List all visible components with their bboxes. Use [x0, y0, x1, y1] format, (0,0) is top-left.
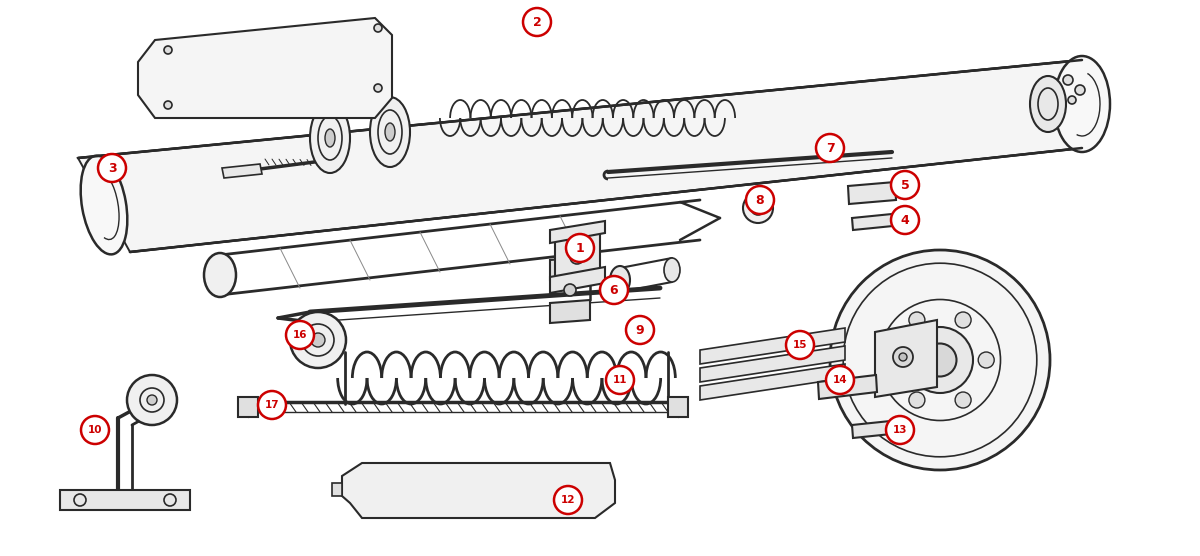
Polygon shape [60, 490, 190, 510]
Polygon shape [852, 214, 893, 230]
Text: 17: 17 [265, 400, 280, 410]
Circle shape [148, 395, 157, 405]
Text: 6: 6 [610, 284, 618, 296]
Polygon shape [700, 346, 845, 382]
Polygon shape [875, 320, 937, 397]
Text: 8: 8 [756, 193, 764, 206]
Circle shape [886, 416, 914, 444]
Text: 4: 4 [901, 214, 910, 226]
Circle shape [164, 101, 172, 109]
Ellipse shape [311, 333, 325, 347]
Circle shape [1075, 85, 1085, 95]
Circle shape [1068, 96, 1076, 104]
Ellipse shape [1030, 76, 1066, 132]
Circle shape [566, 234, 594, 262]
Text: 16: 16 [293, 330, 307, 340]
Circle shape [258, 391, 286, 419]
Circle shape [816, 134, 844, 162]
Text: 15: 15 [793, 340, 808, 350]
Polygon shape [700, 364, 845, 400]
Circle shape [786, 331, 814, 359]
Polygon shape [668, 397, 688, 417]
Circle shape [899, 353, 907, 361]
Polygon shape [550, 267, 605, 293]
Text: 11: 11 [613, 375, 628, 385]
Ellipse shape [385, 123, 395, 141]
Circle shape [523, 8, 551, 36]
Circle shape [893, 347, 913, 367]
Polygon shape [78, 60, 1082, 252]
Ellipse shape [204, 253, 236, 297]
Ellipse shape [325, 129, 335, 147]
Ellipse shape [1054, 56, 1110, 152]
Text: 10: 10 [88, 425, 102, 435]
Polygon shape [238, 397, 258, 417]
Circle shape [564, 284, 576, 296]
Circle shape [374, 24, 382, 32]
Circle shape [890, 171, 919, 199]
Text: 7: 7 [826, 141, 834, 155]
Circle shape [606, 366, 634, 394]
Circle shape [98, 154, 126, 182]
Polygon shape [138, 18, 392, 118]
Polygon shape [848, 182, 896, 204]
Text: 12: 12 [560, 495, 575, 505]
Circle shape [1063, 75, 1073, 85]
Circle shape [746, 186, 774, 214]
Circle shape [955, 312, 971, 328]
Ellipse shape [370, 97, 410, 167]
Circle shape [908, 392, 925, 408]
Polygon shape [818, 375, 877, 399]
Circle shape [907, 327, 973, 393]
Text: 3: 3 [108, 161, 116, 175]
Circle shape [908, 312, 925, 328]
Text: 13: 13 [893, 425, 907, 435]
Polygon shape [550, 300, 590, 323]
Polygon shape [342, 463, 616, 518]
Polygon shape [550, 221, 605, 243]
Circle shape [286, 321, 314, 349]
Circle shape [374, 84, 382, 92]
Text: 2: 2 [533, 16, 541, 28]
Circle shape [826, 366, 854, 394]
Circle shape [82, 416, 109, 444]
Polygon shape [556, 227, 600, 285]
Circle shape [886, 352, 902, 368]
Text: 1: 1 [576, 241, 584, 255]
Circle shape [924, 344, 956, 376]
Circle shape [955, 392, 971, 408]
Circle shape [127, 375, 178, 425]
Circle shape [554, 486, 582, 514]
Ellipse shape [664, 258, 680, 282]
Circle shape [626, 316, 654, 344]
Polygon shape [700, 328, 845, 364]
Polygon shape [550, 257, 590, 280]
Ellipse shape [80, 156, 127, 255]
Circle shape [164, 46, 172, 54]
Circle shape [830, 250, 1050, 470]
Circle shape [890, 206, 919, 234]
Ellipse shape [743, 193, 773, 223]
Polygon shape [222, 164, 262, 178]
Ellipse shape [310, 103, 350, 173]
Polygon shape [852, 420, 901, 438]
Circle shape [978, 352, 995, 368]
Circle shape [600, 276, 628, 304]
Ellipse shape [610, 266, 630, 294]
Text: 9: 9 [636, 324, 644, 336]
Polygon shape [332, 483, 342, 496]
Text: 5: 5 [901, 178, 910, 191]
Ellipse shape [290, 312, 346, 368]
Text: 14: 14 [833, 375, 847, 385]
